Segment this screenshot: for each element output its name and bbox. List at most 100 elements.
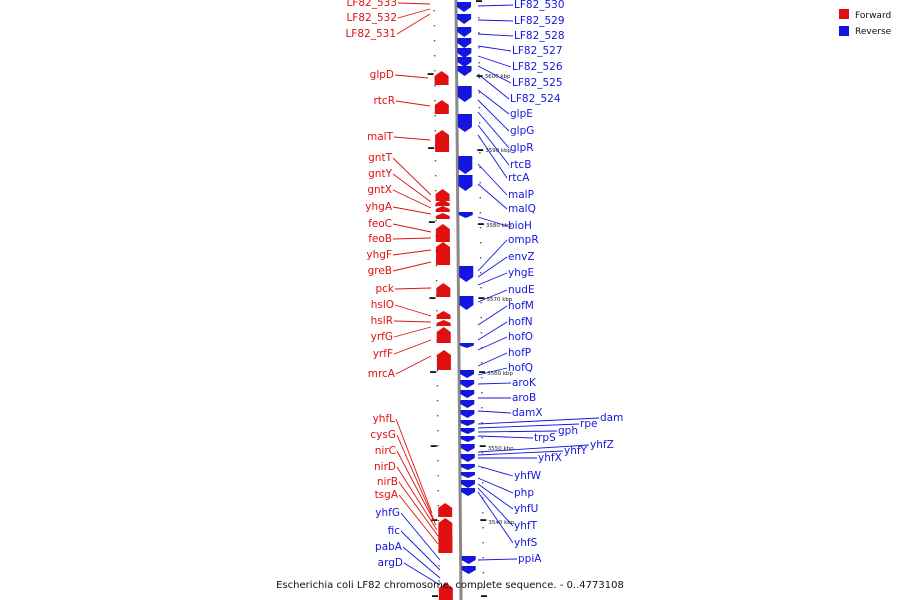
gene-label-LF82_527[interactable]: LF82_527: [512, 45, 563, 57]
gene-label-damX[interactable]: damX: [512, 407, 543, 419]
gene-label-ppiA[interactable]: ppiA: [518, 553, 542, 565]
gene-feature-arrow[interactable]: [459, 343, 474, 348]
gene-label-aroK[interactable]: aroK: [512, 377, 537, 389]
gene-label-LF82_526[interactable]: LF82_526: [512, 61, 563, 73]
gene-label-dam[interactable]: dam: [600, 412, 623, 424]
gene-label-yhfT[interactable]: yhfT: [514, 520, 538, 532]
gene-feature-arrow[interactable]: [461, 556, 476, 564]
gene-feature-arrow[interactable]: [458, 175, 473, 191]
gene-feature-arrow[interactable]: [460, 370, 475, 378]
gene-feature-arrow[interactable]: [434, 71, 449, 85]
gene-label-gph[interactable]: gph: [558, 425, 578, 437]
gene-label-hslO[interactable]: hslO: [371, 299, 394, 311]
gene-label-rtcR[interactable]: rtcR: [373, 95, 395, 107]
gene-feature-arrow[interactable]: [460, 390, 475, 398]
gene-label-LF82_525[interactable]: LF82_525: [512, 77, 563, 89]
gene-label-gntX[interactable]: gntX: [367, 184, 392, 196]
gene-feature-arrow[interactable]: [434, 100, 449, 114]
gene-label-gntT[interactable]: gntT: [368, 152, 392, 164]
gene-label-pck[interactable]: pck: [375, 283, 394, 295]
gene-label-greB[interactable]: greB: [368, 265, 392, 277]
gene-feature-arrow[interactable]: [435, 213, 450, 219]
gene-label-feoB[interactable]: feoB: [368, 233, 392, 245]
gene-label-bioH[interactable]: bioH: [508, 220, 532, 232]
gene-feature-arrow[interactable]: [458, 212, 473, 218]
gene-feature-arrow[interactable]: [436, 311, 451, 319]
gene-feature-arrow[interactable]: [436, 283, 451, 297]
gene-label-trpS[interactable]: trpS: [534, 432, 556, 444]
gene-feature-arrow[interactable]: [457, 66, 472, 76]
gene-label-rpe[interactable]: rpe: [580, 418, 597, 430]
gene-label-yhgE[interactable]: yhgE: [508, 267, 534, 279]
gene-feature-arrow[interactable]: [457, 86, 472, 102]
gene-feature-arrow[interactable]: [459, 266, 474, 282]
gene-label-yhfL[interactable]: yhfL: [373, 413, 396, 425]
gene-label-tsgA[interactable]: tsgA: [375, 489, 399, 501]
gene-feature-arrow[interactable]: [438, 533, 453, 553]
gene-feature-arrow[interactable]: [460, 410, 475, 418]
gene-label-LF82_531[interactable]: LF82_531: [345, 28, 396, 40]
gene-label-yhgA[interactable]: yhgA: [365, 201, 393, 213]
gene-label-yhfU[interactable]: yhfU: [514, 503, 538, 515]
gene-feature-arrow[interactable]: [438, 503, 453, 517]
gene-label-argD[interactable]: argD: [378, 557, 403, 569]
gene-feature-arrow[interactable]: [436, 260, 451, 265]
gene-feature-arrow[interactable]: [457, 48, 472, 58]
gene-label-yhgF[interactable]: yhgF: [366, 249, 392, 261]
gene-feature-arrow[interactable]: [435, 224, 450, 242]
gene-label-LF82_524[interactable]: LF82_524: [510, 93, 561, 105]
gene-label-yrfF[interactable]: yrfF: [373, 348, 393, 360]
gene-feature-arrow[interactable]: [457, 2, 472, 12]
gene-label-yhfW[interactable]: yhfW: [514, 470, 542, 482]
gene-feature-arrow[interactable]: [438, 518, 453, 540]
gene-label-fic[interactable]: fic: [388, 525, 401, 537]
gene-label-hofO[interactable]: hofO: [508, 331, 533, 343]
gene-label-yhfZ[interactable]: yhfZ: [590, 439, 614, 451]
gene-label-mrcA[interactable]: mrcA: [368, 368, 396, 380]
gene-label-glpD[interactable]: glpD: [370, 69, 394, 81]
gene-feature-arrow[interactable]: [460, 380, 475, 388]
gene-feature-arrow[interactable]: [461, 566, 476, 574]
gene-feature-arrow[interactable]: [457, 114, 472, 132]
gene-label-rtcB[interactable]: rtcB: [510, 159, 531, 171]
gene-label-glpG[interactable]: glpG: [510, 125, 534, 137]
gene-feature-arrow[interactable]: [460, 454, 475, 462]
gene-feature-arrow[interactable]: [458, 156, 473, 174]
gene-feature-arrow[interactable]: [461, 488, 476, 496]
gene-label-malT[interactable]: malT: [367, 131, 394, 143]
gene-feature-arrow[interactable]: [435, 206, 450, 212]
gene-label-cysG[interactable]: cysG: [370, 429, 396, 441]
gene-feature-arrow[interactable]: [460, 400, 475, 408]
gene-label-glpE[interactable]: glpE: [510, 108, 533, 120]
gene-label-hofN[interactable]: hofN: [508, 316, 533, 328]
gene-label-yhfX[interactable]: yhfX: [538, 452, 562, 464]
gene-label-pabA[interactable]: pabA: [375, 541, 403, 553]
gene-feature-arrow[interactable]: [436, 350, 451, 370]
gene-label-nudE[interactable]: nudE: [508, 284, 535, 296]
gene-label-ompR[interactable]: ompR: [508, 234, 539, 246]
gene-label-hofQ[interactable]: hofQ: [508, 362, 533, 374]
gene-label-nirC[interactable]: nirC: [375, 445, 396, 457]
gene-label-yhfG[interactable]: yhfG: [375, 507, 400, 519]
gene-feature-arrow[interactable]: [460, 444, 475, 452]
gene-label-nirB[interactable]: nirB: [377, 476, 398, 488]
gene-label-glpR[interactable]: glpR: [510, 142, 534, 154]
gene-label-hslR[interactable]: hslR: [371, 315, 393, 327]
gene-label-envZ[interactable]: envZ: [508, 251, 535, 263]
gene-feature-arrow[interactable]: [436, 327, 451, 343]
gene-feature-arrow[interactable]: [436, 320, 451, 326]
gene-feature-arrow[interactable]: [460, 420, 475, 426]
gene-feature-arrow[interactable]: [460, 464, 475, 470]
gene-label-LF82_530[interactable]: LF82_530: [514, 0, 565, 11]
gene-feature-arrow[interactable]: [460, 428, 475, 434]
gene-feature-arrow[interactable]: [435, 130, 450, 152]
gene-label-yhfS[interactable]: yhfS: [514, 537, 538, 549]
gene-label-LF82_532[interactable]: LF82_532: [346, 12, 397, 24]
gene-feature-arrow[interactable]: [436, 242, 451, 264]
gene-label-hofM[interactable]: hofM: [508, 300, 534, 312]
gene-label-yrfG[interactable]: yrfG: [371, 331, 393, 343]
gene-feature-arrow[interactable]: [438, 583, 453, 600]
gene-label-gntY[interactable]: gntY: [368, 168, 392, 180]
gene-label-feoC[interactable]: feoC: [368, 218, 392, 230]
gene-feature-arrow[interactable]: [457, 57, 472, 67]
